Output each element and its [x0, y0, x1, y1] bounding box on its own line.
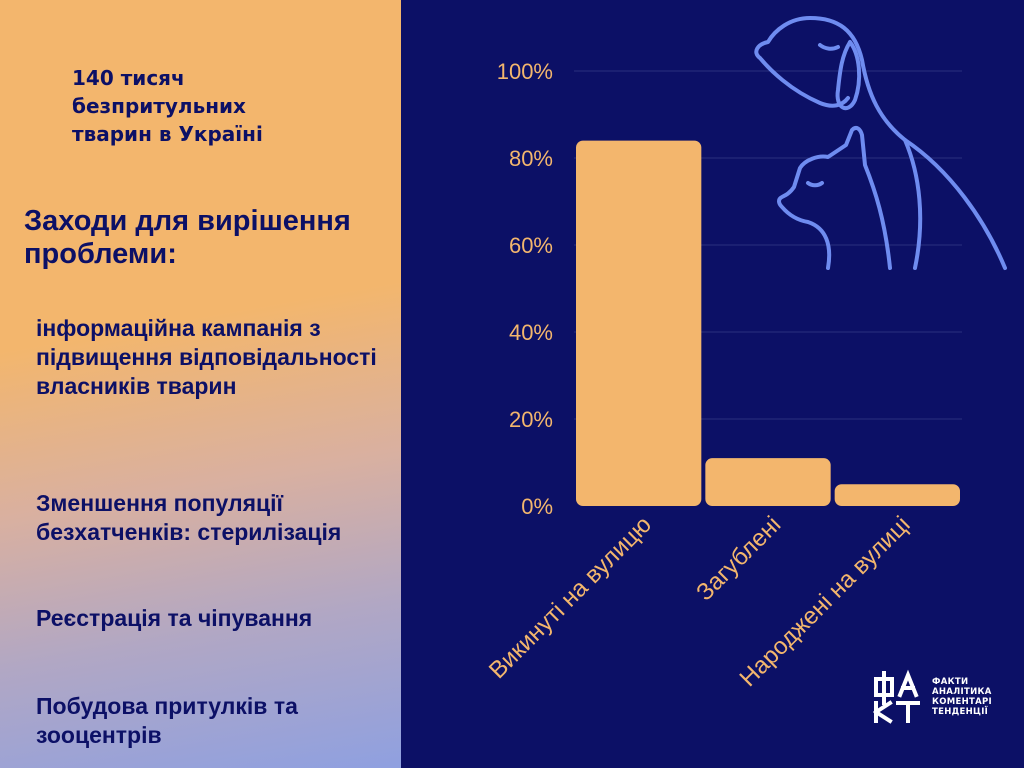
y-tick-label: 20%: [509, 407, 553, 432]
measure-item: інформаційна кампанія з підвищення відпо…: [36, 315, 377, 399]
measure-item: Реєстрація та чіпування: [36, 605, 313, 631]
bar: [705, 458, 831, 506]
bar: [576, 140, 702, 506]
x-tick-label: Загублені: [691, 511, 786, 606]
y-tick-label: 40%: [509, 320, 553, 345]
y-tick-label: 0%: [521, 494, 553, 519]
logo-line: КОМЕНТАРІ: [932, 697, 993, 707]
logo-line: АНАЛІТИКА: [932, 687, 992, 697]
left-panel: 140 тисяч безпритульних тварин в Україні…: [0, 0, 401, 768]
measure-item: Зменшення популяції безхатченків: стерил…: [36, 490, 342, 545]
headline-line: 140 тисяч: [72, 66, 185, 90]
bar: [834, 484, 960, 506]
dog-icon: [754, 16, 1007, 270]
logo-line: ТЕНДЕНЦІЇ: [932, 707, 989, 717]
y-tick-label: 80%: [509, 146, 553, 171]
bars: [576, 140, 960, 506]
logo-text: ФАКТИ АНАЛІТИКА КОМЕНТАРІ ТЕНДЕНЦІЇ: [932, 677, 992, 717]
brand-logo: ФАКТИ АНАЛІТИКА КОМЕНТАРІ ТЕНДЕНЦІЇ: [870, 665, 1010, 725]
cat-icon: [777, 125, 892, 270]
measure-item: Побудова притулків та зооцентрів: [36, 693, 298, 748]
headline: 140 тисяч безпритульних тварин в Україні: [72, 64, 263, 148]
pets-illustration: [754, 16, 1007, 270]
logo-line: ФАКТИ: [932, 677, 969, 687]
headline-line: тварин в Україні: [72, 122, 263, 146]
logo-mark-icon: [873, 669, 920, 724]
x-tick-label: Викинуті на вулицю: [484, 511, 657, 684]
y-tick-label: 60%: [509, 233, 553, 258]
y-axis-labels: 0% 20% 40% 60% 80% 100%: [497, 59, 553, 519]
y-tick-label: 100%: [497, 59, 553, 84]
right-panel: [401, 0, 1024, 768]
section-title: Заходи для вирішення проблеми:: [24, 205, 351, 270]
headline-line: безпритульних: [72, 94, 246, 118]
